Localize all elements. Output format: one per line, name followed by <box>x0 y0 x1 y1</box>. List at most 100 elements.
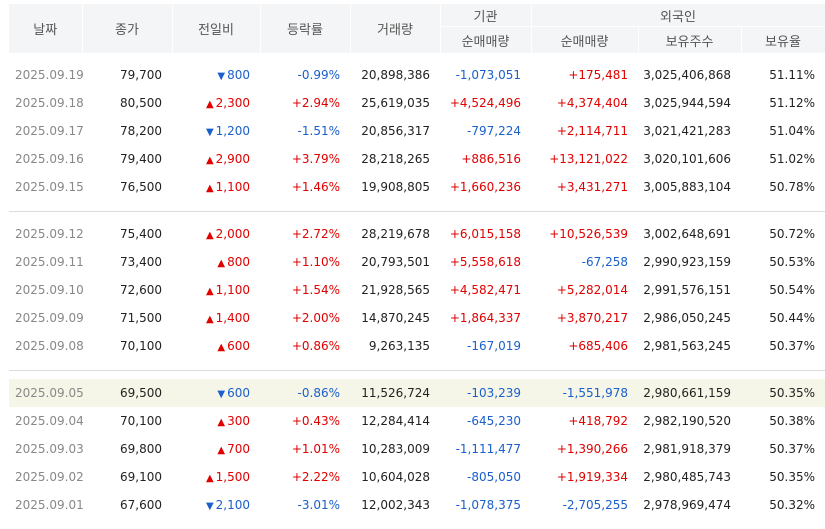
table-row[interactable]: 2025.09.11 73,400 ▲ 800 +1.10% 20,793,501 +5,5… <box>9 248 825 276</box>
header-institution-net: 순매매량 <box>440 26 532 53</box>
table-row[interactable]: 2025.09.12 75,400 ▲ 2,000 +2.72% 28,219,678 +6… <box>9 220 825 248</box>
spacer-cell <box>9 53 825 61</box>
change-cell: ▲ 1,500 <box>172 463 260 491</box>
table-row[interactable]: 2025.09.09 71,500 ▲ 1,400 +2.00% 14,870,245 +1… <box>9 304 825 332</box>
table-row[interactable]: 2025.09.10 72,600 ▲ 1,100 +1.54% 21,928,565 +4… <box>9 276 825 304</box>
date-cell: 2025.09.04 <box>15 414 84 428</box>
volume-cell: 25,619,035 <box>361 96 430 110</box>
table-row[interactable]: 2025.09.19 79,700 ▼ 800 -0.99% 20,898,386 -1,0… <box>9 61 825 89</box>
close-price-cell: 73,400 <box>120 255 162 269</box>
foreign-ratio-cell: 51.04% <box>769 124 815 138</box>
volume-cell: 10,604,028 <box>361 470 430 484</box>
foreign-holdings-cell: 2,981,563,245 <box>643 339 731 353</box>
date-cell: 2025.09.16 <box>15 152 84 166</box>
header-foreign-ratio: 보유율 <box>741 26 825 53</box>
change-value: 600 <box>227 339 250 353</box>
foreign-net-cell: +5,282,014 <box>556 283 628 297</box>
foreign-ratio-cell: 50.78% <box>769 180 815 194</box>
change-value: 600 <box>227 386 250 400</box>
volume-cell: 12,284,414 <box>361 414 430 428</box>
up-arrow-icon: ▲ <box>217 445 226 456</box>
close-price-cell: 67,600 <box>120 498 162 512</box>
close-price-cell: 69,100 <box>120 470 162 484</box>
foreign-ratio-cell: 50.37% <box>769 442 815 456</box>
foreign-holdings-cell: 3,020,101,606 <box>643 152 731 166</box>
institution-net-cell: -1,111,477 <box>455 442 521 456</box>
institution-net-cell: -167,019 <box>467 339 521 353</box>
header-volume: 거래량 <box>350 4 441 53</box>
gap-row <box>9 201 825 212</box>
close-price-cell: 76,500 <box>120 180 162 194</box>
foreign-holdings-cell: 3,025,406,868 <box>643 68 731 82</box>
close-price-cell: 80,500 <box>120 96 162 110</box>
foreign-net-cell: +418,792 <box>568 414 628 428</box>
volume-cell: 14,870,245 <box>361 311 430 325</box>
foreign-ratio-cell: 50.37% <box>769 339 815 353</box>
change-value: 800 <box>227 68 250 82</box>
spacer-cell <box>9 371 825 379</box>
close-price-cell: 70,100 <box>120 414 162 428</box>
foreign-holdings-cell: 2,981,918,379 <box>643 442 731 456</box>
institution-net-cell: -645,230 <box>467 414 521 428</box>
table-row[interactable]: 2025.09.16 79,400 ▲ 2,900 +3.79% 28,218,265 +8… <box>9 145 825 173</box>
stock-trading-table-container: 날짜 종가 전일비 등락률 거래량 기관 외국인 순매매량 순매매량 보유주수 … <box>9 4 825 519</box>
table-row[interactable]: 2025.09.05 69,500 ▼ 600 -0.86% 11,526,724 -103… <box>9 379 825 407</box>
down-arrow-icon: ▼ <box>205 501 214 512</box>
header-foreign-net: 순매매량 <box>531 26 639 53</box>
foreign-net-cell: +13,121,022 <box>549 152 628 166</box>
change-cell: ▲ 700 <box>172 435 260 463</box>
volume-cell: 9,263,135 <box>368 339 430 353</box>
header-date: 날짜 <box>9 4 83 53</box>
table-row[interactable]: 2025.09.01 67,600 ▼ 2,100 -3.01% 12,002,343 -1… <box>9 491 825 519</box>
volume-cell: 12,002,343 <box>361 498 430 512</box>
date-cell: 2025.09.15 <box>15 180 84 194</box>
foreign-ratio-cell: 50.38% <box>769 414 815 428</box>
group-divider <box>9 211 825 212</box>
change-cell: ▲ 1,100 <box>172 276 260 304</box>
foreign-holdings-cell: 2,990,923,159 <box>643 255 731 269</box>
change-cell: ▼ 1,200 <box>172 117 260 145</box>
change-cell: ▲ 800 <box>172 248 260 276</box>
down-arrow-icon: ▼ <box>217 389 226 400</box>
institution-net-cell: +4,582,471 <box>449 283 521 297</box>
table-row[interactable]: 2025.09.08 70,100 ▲ 600 +0.86% 9,263,135 -167,… <box>9 332 825 360</box>
date-cell: 2025.09.11 <box>15 255 84 269</box>
change-cell: ▲ 600 <box>172 332 260 360</box>
table-row[interactable]: 2025.09.02 69,100 ▲ 1,500 +2.22% 10,604,028 -8… <box>9 463 825 491</box>
foreign-ratio-cell: 50.54% <box>769 283 815 297</box>
table-row[interactable]: 2025.09.17 78,200 ▼ 1,200 -1.51% 20,856,317 -7… <box>9 117 825 145</box>
volume-cell: 11,526,724 <box>350 379 440 407</box>
up-arrow-icon: ▲ <box>205 314 214 325</box>
institution-net-cell: +4,524,496 <box>449 96 521 110</box>
table-row[interactable]: 2025.09.18 80,500 ▲ 2,300 +2.94% 25,619,035 +4… <box>9 89 825 117</box>
rate-cell: -3.01% <box>297 498 340 512</box>
table-row[interactable]: 2025.09.04 70,100 ▲ 300 +0.43% 12,284,414 -645… <box>9 407 825 435</box>
close-price-cell: 78,200 <box>120 124 162 138</box>
up-arrow-icon: ▲ <box>205 183 214 194</box>
change-cell: ▲ 300 <box>172 407 260 435</box>
table-row[interactable]: 2025.09.03 69,800 ▲ 700 +1.01% 10,283,009 -1,1… <box>9 435 825 463</box>
foreign-holdings-cell: 3,005,883,104 <box>643 180 731 194</box>
change-cell: ▲ 1,400 <box>172 304 260 332</box>
close-price-cell: 71,500 <box>120 311 162 325</box>
foreign-net-cell: +1,919,334 <box>556 470 628 484</box>
institution-net-cell: -805,050 <box>467 470 521 484</box>
rate-cell: +2.22% <box>291 470 340 484</box>
header-close: 종가 <box>82 4 173 53</box>
rate-cell: +1.54% <box>291 283 340 297</box>
close-price-cell: 79,700 <box>120 68 162 82</box>
daily-trading-table: 날짜 종가 전일비 등락률 거래량 기관 외국인 순매매량 순매매량 보유주수 … <box>9 4 825 519</box>
group-divider <box>9 370 825 371</box>
table-row[interactable]: 2025.09.15 76,500 ▲ 1,100 +1.46% 19,908,805 +1… <box>9 173 825 201</box>
institution-net-cell: -103,239 <box>440 379 531 407</box>
change-value: 1,100 <box>215 180 250 194</box>
foreign-holdings-cell: 2,986,050,245 <box>643 311 731 325</box>
change-cell: ▼ 800 <box>172 61 260 89</box>
change-value: 1,500 <box>215 470 250 484</box>
foreign-net-cell: -67,258 <box>581 255 628 269</box>
volume-cell: 21,928,565 <box>361 283 430 297</box>
header-foreign-holdings: 보유주수 <box>638 26 742 53</box>
change-cell: ▲ 2,900 <box>172 145 260 173</box>
change-value: 300 <box>227 414 250 428</box>
header-foreign-group: 외국인 <box>531 4 825 27</box>
